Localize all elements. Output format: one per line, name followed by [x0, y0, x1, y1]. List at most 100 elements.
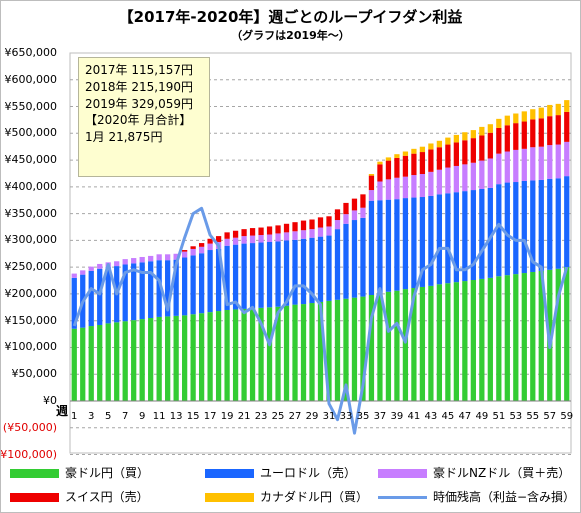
bar-segment — [198, 246, 205, 254]
bar-segment — [385, 291, 392, 401]
bar-segment — [88, 326, 94, 401]
bar-segment — [419, 197, 426, 287]
bar-segment — [496, 276, 502, 401]
bar-segment — [122, 259, 128, 265]
bar-segment — [275, 241, 281, 307]
bar-segment — [249, 235, 256, 244]
bar-segment — [368, 175, 375, 191]
legend-swatch — [10, 469, 59, 478]
bar-segment — [105, 267, 111, 324]
bar-segment — [114, 261, 120, 267]
y-tick-label: ¥200,000 — [4, 286, 58, 300]
bar-segment — [538, 146, 544, 180]
bar-segment — [215, 236, 222, 242]
bar-segment — [513, 149, 519, 183]
bar-segment — [224, 238, 230, 246]
bar-segment — [232, 244, 239, 310]
legend-label: カナダドル円（買） — [260, 490, 369, 504]
y-tick-label: ¥450,000 — [4, 153, 58, 167]
x-tick-label: 19 — [221, 411, 234, 422]
bar-segment — [258, 242, 264, 308]
bar-segment — [487, 158, 493, 188]
bar-segment — [377, 293, 383, 401]
bar-segment — [521, 121, 527, 149]
valuation-line — [72, 206, 569, 435]
bar-segment — [368, 173, 375, 176]
bar-segment — [436, 284, 443, 401]
bar-segment — [462, 164, 468, 192]
bar-segment — [249, 228, 256, 236]
bar-segment — [564, 267, 570, 401]
legend-swatch — [10, 493, 59, 502]
summary-line-1: 2017年 115,157円 — [85, 63, 193, 77]
bar-segment — [71, 277, 77, 329]
bar-segment — [428, 285, 434, 401]
summary-line-3: 2019年 329,059円 — [85, 96, 193, 111]
bar-segment — [402, 155, 409, 177]
x-tick-label: 31 — [323, 411, 336, 422]
bar-segment — [470, 162, 476, 191]
bar-segment — [360, 296, 366, 401]
bar-segment — [521, 148, 527, 181]
bar-segment — [326, 300, 332, 401]
bar-segment — [428, 195, 434, 286]
bar-segment — [224, 309, 230, 401]
bar-segment — [530, 119, 536, 148]
bar-segment — [513, 123, 519, 150]
bar-segment — [530, 180, 536, 272]
bar-segment — [326, 226, 332, 236]
bar-segment — [436, 194, 443, 285]
bar-segment — [385, 160, 392, 180]
y-tick-label: ¥0 — [43, 394, 57, 407]
bar-segment — [241, 308, 247, 401]
bar-segment — [453, 142, 459, 166]
bar-segment — [156, 260, 162, 317]
bar-segment — [122, 264, 128, 322]
bar-segment — [394, 199, 400, 291]
legend-item-aud-jpy: 豪ドル円（買） — [10, 464, 149, 480]
bar-segment — [394, 157, 400, 178]
bar-segment — [419, 286, 426, 401]
bar-segment — [385, 179, 392, 200]
bar-segment — [97, 324, 103, 401]
bar-segment — [182, 250, 188, 252]
bar-segment — [249, 308, 256, 401]
bar-segment — [360, 217, 366, 297]
x-tick-label: 1 — [71, 411, 77, 422]
y-tick-label: ¥150,000 — [4, 313, 58, 327]
bar-segment — [190, 314, 196, 401]
bar-segment — [436, 147, 443, 170]
bar-segment — [198, 243, 205, 247]
legend-swatch — [205, 493, 254, 502]
y-tick-label: ¥500,000 — [4, 126, 58, 140]
bar-segment — [555, 268, 561, 401]
bar-segment — [470, 130, 476, 139]
legend: 豪ドル円（買） ユーロドル（売） 豪ドルNZドル（買＋売） スイス円（売） カナ… — [0, 462, 581, 508]
bar-segment — [445, 137, 451, 145]
x-tick-label: 49 — [475, 411, 488, 422]
bar-segment — [131, 258, 137, 264]
bar-segment — [351, 220, 358, 298]
bar-segment — [351, 198, 358, 211]
legend-item-aud-nzd: 豪ドルNZドル（買＋売） — [378, 464, 570, 480]
bar-segment — [470, 138, 476, 163]
bar-segment — [521, 273, 527, 401]
bar-segment — [479, 160, 485, 189]
bar-segment — [555, 103, 561, 116]
bar-segment — [445, 167, 451, 194]
x-tick-label: 59 — [560, 411, 573, 422]
bar-segment — [462, 281, 468, 401]
bar-segment — [249, 243, 256, 309]
bar-segment — [334, 209, 341, 221]
bar-segment — [564, 111, 570, 142]
x-tick-label: 11 — [153, 411, 166, 422]
bar-segment — [377, 181, 383, 201]
bar-segment — [428, 143, 434, 150]
bar-segment — [411, 148, 417, 154]
x-tick-label: 17 — [204, 411, 217, 422]
x-tick-label: 29 — [306, 411, 319, 422]
bar-segment — [368, 190, 375, 201]
bar-segment — [504, 182, 510, 276]
bar-segment — [385, 157, 392, 161]
